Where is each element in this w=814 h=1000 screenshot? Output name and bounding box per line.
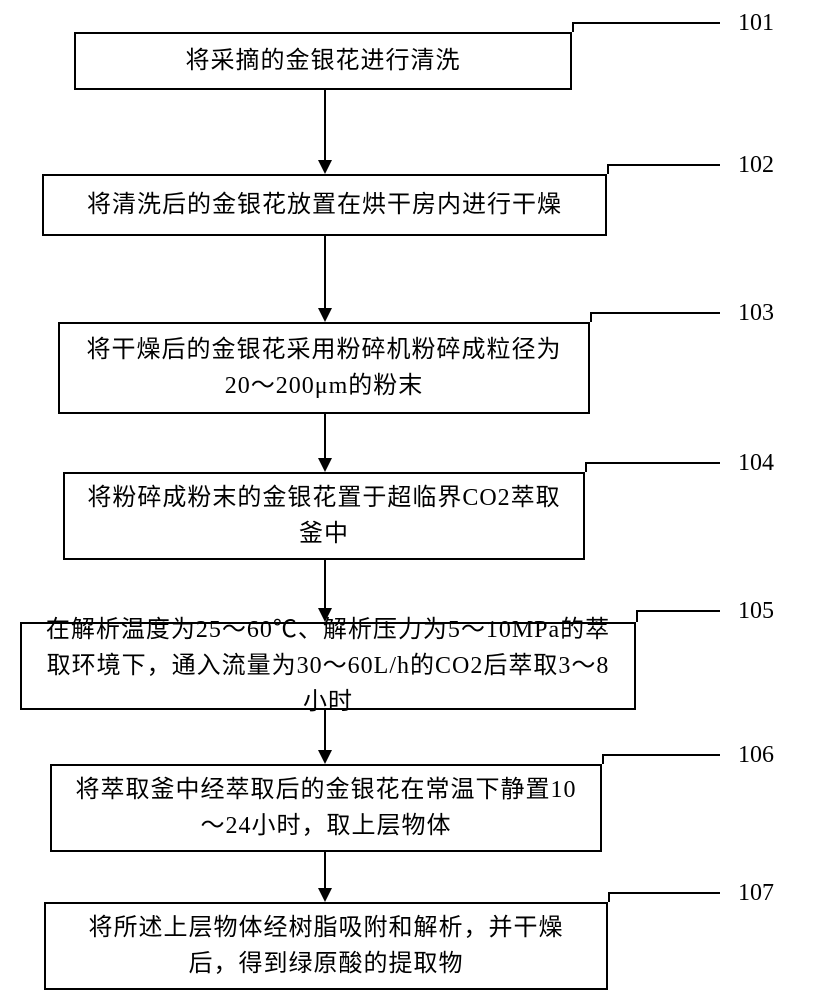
arrow-head-icon <box>318 308 332 322</box>
step-box-106: 将萃取釜中经萃取后的金银花在常温下静置10～24小时，取上层物体 <box>50 764 602 852</box>
leader-line <box>590 312 720 314</box>
arrow-head-icon <box>318 458 332 472</box>
arrow-line <box>324 560 326 610</box>
leader-line <box>636 610 720 612</box>
arrow-line <box>324 852 326 890</box>
step-label-105: 105 <box>738 598 774 625</box>
leader-line <box>608 892 720 894</box>
arrow-head-icon <box>318 160 332 174</box>
step-text: 在解析温度为25～60℃、解析压力为5～10MPa的萃取环境下，通入流量为30～… <box>42 612 614 720</box>
arrow-head-icon <box>318 608 332 622</box>
step-box-101: 将采摘的金银花进行清洗 <box>74 32 572 90</box>
leader-line <box>585 462 720 464</box>
leader-line <box>602 754 720 756</box>
step-label-104: 104 <box>738 450 774 477</box>
leader-line <box>572 22 720 24</box>
step-label-107: 107 <box>738 880 774 907</box>
step-box-102: 将清洗后的金银花放置在烘干房内进行干燥 <box>42 174 607 236</box>
arrow-line <box>324 236 326 310</box>
arrow-line <box>324 710 326 752</box>
step-text: 将清洗后的金银花放置在烘干房内进行干燥 <box>87 187 562 223</box>
step-label-101: 101 <box>738 10 774 37</box>
step-label-103: 103 <box>738 300 774 327</box>
step-box-103: 将干燥后的金银花采用粉碎机粉碎成粒径为20～200μm的粉末 <box>58 322 590 414</box>
arrow-head-icon <box>318 750 332 764</box>
step-text: 将采摘的金银花进行清洗 <box>186 43 461 79</box>
step-label-106: 106 <box>738 742 774 769</box>
arrow-line <box>324 414 326 460</box>
arrow-head-icon <box>318 888 332 902</box>
step-text: 将干燥后的金银花采用粉碎机粉碎成粒径为20～200μm的粉末 <box>80 332 568 404</box>
step-label-102: 102 <box>738 152 774 179</box>
step-text: 将萃取釜中经萃取后的金银花在常温下静置10～24小时，取上层物体 <box>72 772 580 844</box>
step-text: 将所述上层物体经树脂吸附和解析，并干燥后，得到绿原酸的提取物 <box>66 910 586 982</box>
step-box-104: 将粉碎成粉末的金银花置于超临界CO2萃取釜中 <box>63 472 585 560</box>
arrow-line <box>324 90 326 162</box>
step-box-105: 在解析温度为25～60℃、解析压力为5～10MPa的萃取环境下，通入流量为30～… <box>20 622 636 710</box>
leader-line <box>607 164 720 166</box>
flowchart-canvas: 将采摘的金银花进行清洗将清洗后的金银花放置在烘干房内进行干燥将干燥后的金银花采用… <box>0 0 814 1000</box>
step-box-107: 将所述上层物体经树脂吸附和解析，并干燥后，得到绿原酸的提取物 <box>44 902 608 990</box>
step-text: 将粉碎成粉末的金银花置于超临界CO2萃取釜中 <box>85 480 563 552</box>
